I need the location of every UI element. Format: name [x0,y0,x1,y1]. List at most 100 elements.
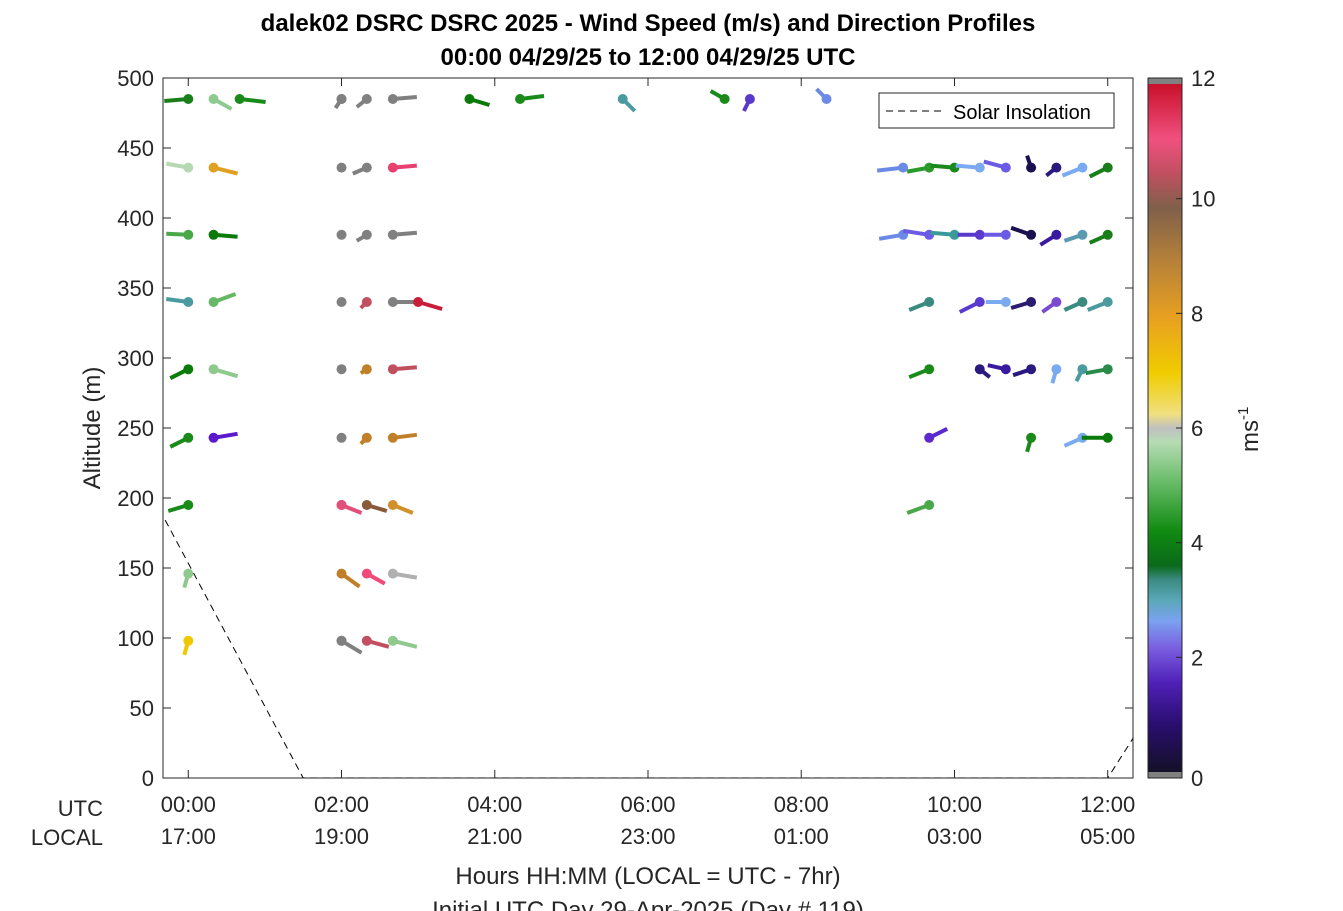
wind-barb [355,94,372,109]
wind-barb-dot [1102,162,1113,173]
wind-barb-dot [361,635,372,646]
x-tick-label-local: 17:00 [161,824,216,849]
solar-insolation-line [163,514,1133,778]
wind-barb [336,229,347,240]
wind-barb [208,162,239,176]
wind-barb-dot [974,364,985,375]
wind-barb-dot [924,500,935,510]
colorbar-label-exponent: -1 [1235,407,1252,420]
wind-barb [617,94,637,113]
wind-barb-dot [387,162,398,173]
wind-barb [352,162,372,176]
wind-barb [957,229,985,240]
x-axis-ticks: 00:00 17:00 02:00 19:00 04:00 21:00 06:00 23:00… [161,78,1135,849]
wind-barb-dot [924,297,935,307]
x-tick-label-local: 01:00 [774,824,829,849]
wind-barb-dot [183,364,194,375]
wind-barb-dot [974,297,985,307]
wind-barb-dot [387,568,398,579]
wind-barb [208,94,233,111]
wind-barb [387,229,418,240]
wind-barb [387,297,415,307]
legend-label: Solar Insolation [953,102,1091,124]
wind-barb [1050,364,1062,384]
wind-barb-dot [183,229,194,240]
wind-barb-dot [208,94,219,104]
wind-barb [387,162,418,173]
wind-barb-dot [208,162,219,173]
colorbar: 0 2 4 6 8 10 12 ms-1 [1147,66,1264,791]
colorbar-bottom-cap [1148,772,1182,778]
wind-barb [413,297,443,311]
wind-barb-dot [336,297,347,307]
wind-barb [985,297,1011,307]
wind-barb [336,94,347,104]
wind-barb-dot [1051,162,1062,173]
wind-barb-dot [1000,364,1011,375]
wind-barb [359,432,372,446]
x-tick-label-utc: 02:00 [314,792,369,817]
wind-barb [169,432,194,449]
wind-barb-dot [1026,162,1037,173]
wind-barb-dot [387,364,398,375]
wind-barb-dot [336,568,347,579]
utc-row-label: UTC [58,796,103,821]
wind-barb-dot [1000,297,1011,307]
x-tick-label-utc: 10:00 [927,792,982,817]
wind-barb [908,297,935,312]
wind-barb [1010,225,1037,240]
wind-barb-dot [361,297,372,307]
wind-barb-dot [361,162,372,173]
wind-barb-dot [234,94,245,104]
colorbar-tick-label: 2 [1191,645,1203,670]
wind-barb [336,500,363,515]
wind-barb [1063,297,1088,312]
y-tick-label: 0 [142,766,154,791]
wind-barb [908,364,935,380]
wind-barb-dot [336,364,347,375]
wind-barb [361,500,388,513]
wind-barb-dot [924,432,935,443]
wind-barb [1088,162,1113,179]
wind-barb [1085,364,1113,376]
wind-barb-dot [361,432,372,443]
x-tick-label-local: 21:00 [467,824,522,849]
wind-barb [166,297,194,307]
x-tick-label-local: 05:00 [1080,824,1135,849]
colorbar-ticks: 0 2 4 6 8 10 12 [1176,66,1215,791]
wind-barb-dot [387,432,398,443]
wind-barb [336,364,347,375]
wind-barb [815,87,832,104]
wind-barb-dot [898,162,909,173]
wind-barb-dot [183,162,194,173]
wind-barb-dot [208,229,219,240]
wind-barb [182,635,194,656]
wind-barb [1061,162,1088,178]
wind-barb-dot [949,229,960,240]
wind-barb-dot [387,297,398,307]
wind-barb-dot [208,297,219,307]
wind-barb [1074,364,1088,383]
wind-barb-dot [1051,229,1062,240]
x-tick-label-local: 19:00 [314,824,369,849]
x-axis-label: Hours HH:MM (LOCAL = UTC - 7hr) [455,863,840,890]
wind-barb [387,94,418,104]
y-tick-label: 150 [117,556,154,581]
wind-barb-dot [1077,162,1088,173]
wind-barb-dot [1077,364,1088,375]
wind-barb [359,297,372,310]
wind-barb-dot [1077,229,1088,240]
x-tick-label-local: 03:00 [927,824,982,849]
x-tick-label-utc: 06:00 [620,792,675,817]
wind-barb-dot [1102,432,1113,443]
colorbar-label-unit: ms [1237,420,1264,452]
wind-barb [1039,229,1062,247]
wind-barb-dot [183,432,194,443]
colorbar-tick-label: 10 [1191,187,1215,212]
wind-barb-dot [183,297,194,307]
wind-barb [336,297,347,307]
colorbar-tick-label: 8 [1191,301,1203,326]
local-row-label: LOCAL [31,825,103,850]
chart-title-line2: 00:00 04/29/25 to 12:00 04/29/25 UTC [441,44,856,71]
wind-barb [1081,432,1113,443]
